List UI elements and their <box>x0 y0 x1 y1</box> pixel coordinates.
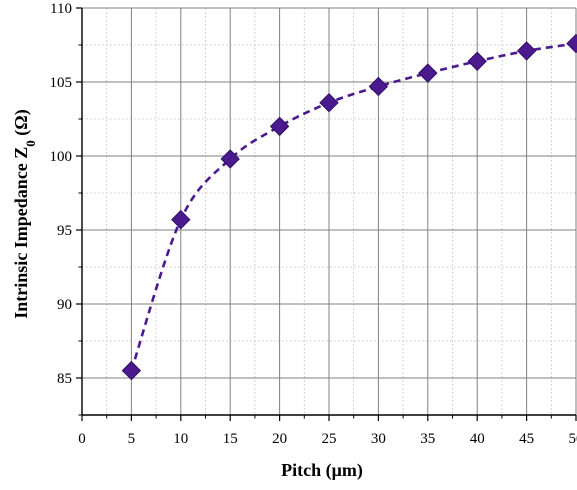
data-point-marker <box>516 41 537 61</box>
data-point-marker <box>319 93 339 113</box>
y-tick-label: 90 <box>57 297 72 313</box>
x-tick-label: 20 <box>272 431 287 447</box>
x-tick-label: 15 <box>223 431 238 447</box>
x-tick-label: 40 <box>470 431 485 447</box>
x-tick-label: 10 <box>173 431 188 447</box>
x-tick-label: 45 <box>519 431 534 447</box>
y-tick-label: 85 <box>57 371 72 387</box>
data-point-marker <box>418 63 438 83</box>
x-tick-label: 50 <box>569 431 577 447</box>
y-axis-title: Intrinsic Impedance Z0 (Ω) <box>11 109 38 318</box>
x-tick-label: 30 <box>371 431 386 447</box>
data-point-marker <box>121 360 142 381</box>
data-point-marker <box>220 149 240 169</box>
x-tick-label: 25 <box>322 431 337 447</box>
x-tick-label: 5 <box>128 431 136 447</box>
data-point-marker <box>269 116 290 137</box>
ticks-layer: 0 5 10 15 20 25 30 35 40 45 50 85 90 95 100 105 110 <box>50 1 577 447</box>
y-tick-label: 110 <box>50 1 72 17</box>
y-axis-title-main: Intrinsic Impedance Z <box>11 147 31 319</box>
x-axis-title: Pitch (μm) <box>281 460 363 481</box>
y-tick-label: 105 <box>50 75 73 91</box>
series-line <box>130 42 577 372</box>
data-point-marker <box>467 51 487 71</box>
y-tick-label: 95 <box>57 223 72 239</box>
x-tick-label: 0 <box>78 431 86 447</box>
data-point-marker <box>171 209 191 230</box>
data-point-marker <box>368 76 389 97</box>
y-axis-title-unit: (Ω) <box>11 109 32 140</box>
y-tick-label: 100 <box>50 149 73 165</box>
grid-major <box>82 7 577 415</box>
series-layer <box>121 33 577 381</box>
y-axis-title-subscript: 0 <box>23 140 38 147</box>
data-point-marker <box>566 33 577 54</box>
x-tick-label: 35 <box>420 431 435 447</box>
